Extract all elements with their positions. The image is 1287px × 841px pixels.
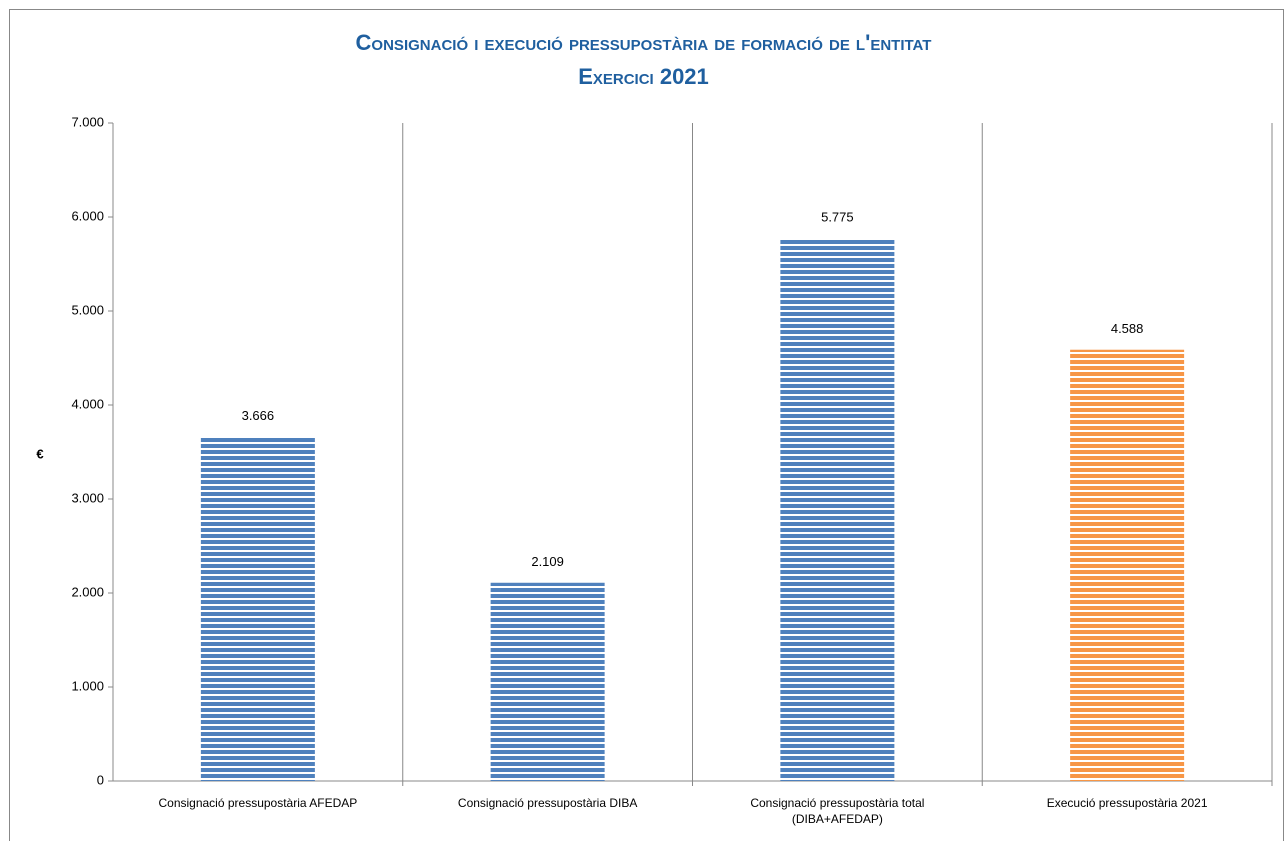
data-label: 4.588 — [1111, 321, 1144, 336]
bar — [780, 238, 895, 781]
bar — [200, 436, 315, 781]
bar — [490, 582, 605, 781]
chart-title: Consignació i execució pressupostària de… — [355, 30, 932, 55]
y-tick-label: 6.000 — [71, 208, 104, 223]
y-tick-label: 5.000 — [71, 302, 104, 317]
data-label: 2.109 — [531, 554, 564, 569]
y-tick-label: 2.000 — [71, 584, 104, 599]
y-tick-label: 4.000 — [71, 396, 104, 411]
chart-border — [9, 9, 1284, 841]
y-tick-label: 1.000 — [71, 678, 104, 693]
y-tick-label: 0 — [97, 772, 104, 787]
bar — [1070, 349, 1185, 781]
y-axis-label: € — [36, 446, 43, 461]
x-tick-label: Consignació pressupostària AFEDAP — [158, 796, 358, 810]
x-tick-label: Consignació pressupostària DIBA — [457, 796, 638, 810]
y-tick-label: 7.000 — [71, 114, 104, 129]
data-label: 5.775 — [821, 210, 854, 225]
x-tick-label: Consignació pressupostària total (DIBA+A… — [750, 796, 925, 826]
y-tick-label: 3.000 — [71, 490, 104, 505]
data-label: 3.666 — [242, 408, 275, 423]
x-tick-label: Execució pressupostària 2021 — [1046, 796, 1208, 810]
chart-subtitle: Exercici 2021 — [578, 64, 709, 89]
